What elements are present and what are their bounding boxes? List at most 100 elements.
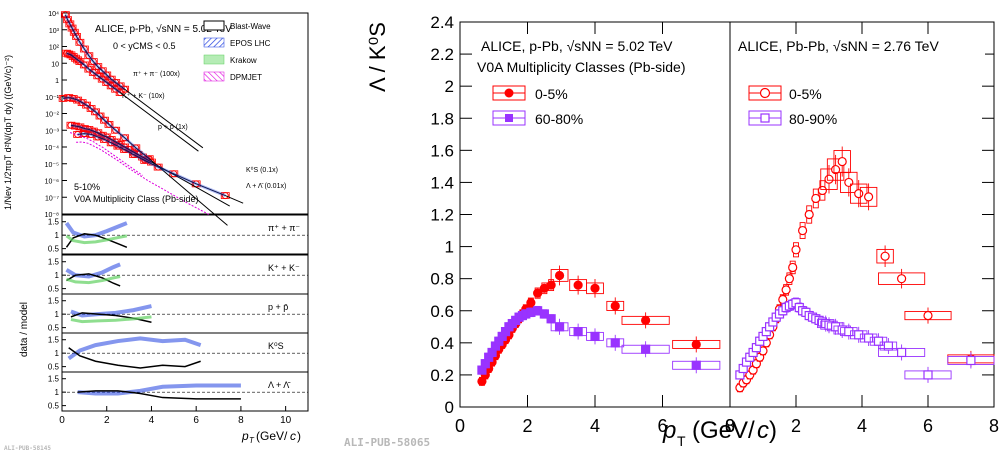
main-ytick-label: 2: [445, 77, 454, 96]
main-ytick-label: 0.4: [430, 334, 454, 353]
main-xtick-label: 0: [455, 416, 465, 436]
spectra-point: [69, 94, 77, 102]
ratio-species-label: Λ + Λ̄: [268, 380, 291, 390]
ratio-ytick-label: 1: [55, 231, 60, 240]
legend-PbPb-80-90-label: 80-90%: [789, 111, 837, 127]
pPb-legend: 0-5% 60-80%: [492, 85, 583, 127]
data-point-square: [641, 344, 651, 354]
ratio-xtick-label: 8: [238, 415, 244, 426]
ratio-species-label: π⁺ + π⁻: [268, 223, 300, 233]
data-point-square: [554, 322, 565, 332]
svg-text:T: T: [249, 436, 255, 445]
blastwave-curve: [66, 52, 199, 152]
spectra-note-centrality: 5-10%: [74, 182, 100, 192]
epos-band: [63, 14, 126, 91]
species-label-k0s: K⁰S (0.1x): [246, 166, 278, 174]
species-label-proton: p + p̄ (1x): [158, 124, 188, 131]
ratio-panels: 0.5 1 1.5 π⁺ + π⁻ 0.5 1 1.5 K⁺ + K⁻ 0.5 1 1.5 p + p…: [19, 214, 309, 445]
spectra-point: [76, 123, 84, 131]
legend-PbPb-80-90-marker: [760, 113, 770, 123]
data-point-circle: [791, 245, 801, 255]
epos-band: [77, 132, 226, 197]
spectra-point: [94, 63, 102, 71]
watermark-left: ALI-PUB-58145: [4, 445, 51, 452]
data-point-square: [610, 338, 620, 348]
spectra-point: [70, 28, 78, 36]
spectra-ytick-label: 10⁻⁶: [45, 179, 59, 186]
svg-text:T: T: [677, 433, 686, 449]
ratio-blastwave-curve: [65, 233, 128, 248]
legend-epos-label: EPOS LHC: [230, 39, 271, 48]
data-point-circle: [804, 209, 814, 220]
legend-dpmjet-label: DPMJET: [230, 73, 262, 82]
spectra-ytick-label: 10²: [49, 45, 60, 52]
main-ytick-label: 1: [445, 238, 454, 257]
legend-blastwave-label: Blast-Wave: [230, 22, 271, 31]
legend-pPb-60-80-marker: [505, 114, 513, 122]
spectra-point: [89, 58, 97, 66]
ratio-xtick-label: 0: [59, 415, 65, 426]
spectra-point: [116, 89, 124, 97]
ratio-ytick-label: 1: [55, 310, 60, 319]
PbPb-header: ALICE, Pb-Pb, √sNN = 2.76 TeV: [737, 36, 985, 56]
data-point-circle: [817, 185, 828, 196]
ratio-ytick-label: 1: [55, 388, 60, 397]
main-xtick-label: 2: [522, 416, 532, 436]
main-xtick-label: 6: [657, 416, 667, 436]
main-ytick-label: 1.6: [430, 141, 454, 160]
spectra-point: [85, 52, 93, 60]
data-point-square: [883, 341, 894, 351]
spectra-title: ALICE, p-Pb, √sNN = 5.02 TeV: [95, 23, 232, 35]
ratio-ytick-label: 0.5: [48, 245, 60, 254]
legend-dpmjet-swatch: [203, 71, 225, 82]
legend-pPb-0-5-marker: [504, 88, 514, 98]
main-xtick-label: 2: [791, 416, 801, 436]
main-xtick-label: 6: [923, 416, 933, 436]
data-point-square: [539, 309, 549, 319]
ratio-krakow-band: [65, 234, 128, 245]
spectra-ytick-label: 10⁻²: [45, 112, 59, 119]
data-point-circle: [526, 298, 536, 308]
spectra-ytick-label: 10⁻³: [45, 128, 59, 135]
data-point-square: [590, 331, 600, 342]
data-point-circle: [923, 310, 933, 321]
data-point-square: [873, 336, 884, 346]
main-ytick-label: 2.4: [430, 13, 454, 32]
svg-text:c: c: [290, 429, 296, 443]
data-point-circle: [788, 262, 798, 273]
main-ytick-label: 1.2: [430, 206, 454, 225]
data-point-circle: [573, 280, 583, 290]
data-point-circle: [854, 189, 864, 199]
ratio-krakow-band: [70, 315, 152, 324]
spectra-ytick-label: 10⁻⁷: [45, 195, 59, 202]
svg-text:p: p: [662, 417, 676, 444]
ratio-ytick-label: 1.5: [48, 258, 60, 267]
main-ytick-label: 2.2: [430, 45, 454, 64]
species-label-pion: π⁺ + π⁻ (100x): [133, 71, 180, 78]
ratio-epos-band: [64, 221, 128, 239]
pPb-header: ALICE, p-Pb, √sNN = 5.02 TeV V0A Multipl…: [477, 36, 714, 76]
main-xtick-label: 8: [725, 416, 735, 436]
spectra-point: [71, 122, 79, 130]
spectra-panel: 10⁴ 10³ 10² 10 1 10⁻¹ 10⁻² 10⁻³ 10⁻⁴ 10⁻⁵ 10⁻⁶ 10⁻⁷…: [3, 11, 309, 226]
spectra-ytick-label: 10³: [49, 28, 60, 35]
spectra-ytick-label: 10⁴: [48, 11, 59, 18]
spectra-point: [76, 38, 84, 46]
main-ytick-label: 0.2: [430, 366, 454, 385]
legend-PbPb-0-5-marker: [759, 87, 771, 99]
ratio-ytick-label: 0.5: [48, 363, 60, 372]
dpmjet-band: [69, 132, 143, 176]
ratio-epos-band: [67, 336, 202, 361]
svg-text:p: p: [241, 429, 249, 443]
svg-text:): ): [769, 417, 777, 444]
data-point-circle: [811, 193, 821, 204]
data-point-square: [923, 370, 933, 380]
spectra-point: [67, 121, 75, 129]
ratio-xlabel: p T (GeV/ c ): [241, 429, 301, 445]
ratio-xtick-label: 10: [280, 415, 292, 426]
data-point-square: [966, 355, 976, 366]
ratio-xtick-label: 6: [193, 415, 199, 426]
spectra-point: [66, 20, 74, 28]
ratio-epos-band: [77, 383, 241, 396]
